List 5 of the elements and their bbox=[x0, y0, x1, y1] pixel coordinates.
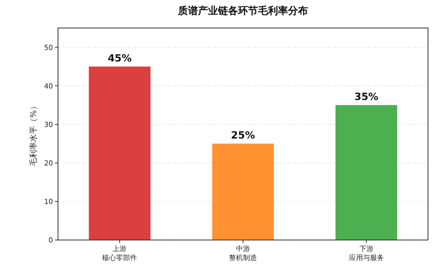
chart-title: 质谱产业链各环节毛利率分布 bbox=[177, 5, 308, 17]
data-label: 35% bbox=[354, 92, 378, 104]
y-axis-title: 毛利率水平（%） bbox=[29, 102, 38, 166]
data-label: 45% bbox=[108, 54, 132, 65]
data-label: 25% bbox=[231, 130, 255, 142]
